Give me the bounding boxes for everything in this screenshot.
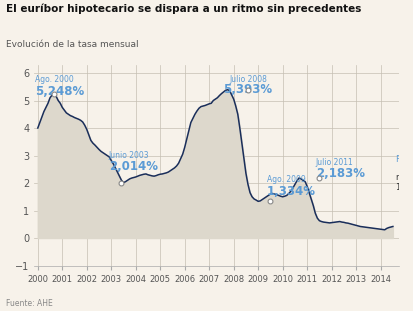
Text: Junio 2003: Junio 2003 (109, 151, 149, 160)
Text: 5,393%: 5,393% (223, 83, 272, 96)
Text: Julio 2008: Julio 2008 (228, 75, 266, 84)
Text: 1: 1 (394, 183, 400, 192)
Text: Julio 2011: Julio 2011 (315, 157, 353, 166)
Text: Ago. 2000: Ago. 2000 (35, 75, 74, 84)
Text: Fuente: AHE: Fuente: AHE (6, 299, 53, 308)
Text: Ago. 2009: Ago. 2009 (266, 175, 305, 184)
Text: n: n (394, 173, 400, 182)
Text: El euríbor hipotecario se dispara a un ritmo sin precedentes: El euríbor hipotecario se dispara a un r… (6, 3, 361, 14)
Text: 2,183%: 2,183% (315, 167, 364, 180)
Text: 2,014%: 2,014% (109, 160, 157, 174)
Text: Fe: Fe (394, 156, 404, 165)
Text: 1,334%: 1,334% (266, 185, 315, 198)
Text: Evolución de la tasa mensual: Evolución de la tasa mensual (6, 40, 138, 49)
Text: 5,248%: 5,248% (35, 85, 84, 98)
